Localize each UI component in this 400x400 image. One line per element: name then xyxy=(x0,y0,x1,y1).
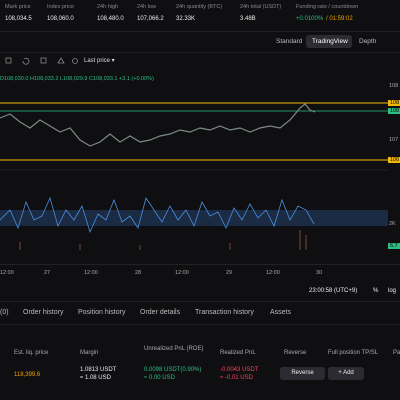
stat-label: Funding rate / countdown xyxy=(296,4,359,10)
column-header: Margin xyxy=(80,350,99,356)
margin-usd: ≈ 1.08 USD xyxy=(80,375,111,381)
percent-toggle[interactable]: % xyxy=(373,288,379,294)
indicator-line xyxy=(0,196,315,234)
liq-price: 118,399.6 xyxy=(14,372,41,378)
unrealized-usd: ≈ 0.00 USD xyxy=(144,375,175,381)
divider xyxy=(0,52,400,53)
time-label: 12:00 xyxy=(84,270,98,276)
ohlc-item: +3.1 (+0.00%) xyxy=(119,76,154,82)
stat-label: 24h quantity (BTC) xyxy=(176,4,223,10)
ohlc-item: H108,033.2 xyxy=(29,76,59,82)
column-header: Reverse xyxy=(284,350,307,356)
icon[interactable] xyxy=(22,57,30,65)
margin: 1.0813 USDT xyxy=(80,367,117,373)
axis-tag: 108 xyxy=(388,108,400,114)
clock: 23:00:58 (UTC+9) xyxy=(309,288,358,294)
time-label: 30 xyxy=(316,270,323,276)
ohlc-item: C108,033.1 xyxy=(89,76,118,82)
ohlc-item: D108,030.0 xyxy=(0,76,29,82)
column-header: Est. liq. price xyxy=(14,350,49,356)
icon[interactable] xyxy=(40,57,47,64)
add-button[interactable]: + Add xyxy=(328,367,364,380)
axis-label: 2K xyxy=(389,221,396,227)
divider xyxy=(0,301,400,302)
view-tab[interactable]: TradingView xyxy=(312,38,348,45)
stat-value: 3.48B xyxy=(240,16,256,22)
reverse-button[interactable]: Reverse xyxy=(280,367,325,380)
stat-value: 108,060.0 xyxy=(47,16,74,22)
toolbar-icons xyxy=(5,57,78,65)
stat-value: 108,480.0 xyxy=(97,16,124,22)
bottom-tab[interactable]: Transaction history xyxy=(195,309,254,316)
ohlc: D108,030.0 H108,033.2 L108,029.9 C108,03… xyxy=(0,76,154,82)
column-header: Realized PnL xyxy=(220,350,256,356)
column-header: Full position TP/SL xyxy=(328,350,379,356)
bottom-tab[interactable]: Order details xyxy=(140,309,181,316)
volume-bars xyxy=(19,230,307,250)
time-label: 12:00 xyxy=(0,270,14,276)
tab-highlight xyxy=(306,35,352,48)
price-path xyxy=(0,103,316,147)
stat-label: Index price xyxy=(47,4,74,10)
stat-value: 107,066.2 xyxy=(137,16,164,22)
stat-label: 24h low xyxy=(137,4,156,10)
stat-label: 24h total (USDT) xyxy=(240,4,282,10)
axis-tag: 6.7 xyxy=(388,243,400,249)
countdown: / 01:59:02 xyxy=(326,16,353,22)
time-label: 12:00 xyxy=(266,270,280,276)
column-header: Unrealized PnL (ROE) xyxy=(144,346,204,352)
bottom-tab[interactable]: Position history xyxy=(78,309,126,316)
bottom-tab[interactable]: Assets xyxy=(270,309,292,316)
bottom-tab[interactable]: (0) xyxy=(0,309,9,316)
funding-rate: +0.0100% xyxy=(296,16,324,22)
divider xyxy=(0,31,400,32)
stat-label: Mark price xyxy=(5,4,31,10)
stat-value: 32.33K xyxy=(176,16,196,22)
view-tab[interactable]: Standard xyxy=(276,38,303,45)
divider xyxy=(0,324,400,325)
axis-tag: 106 xyxy=(388,157,400,163)
axis-label: 108 xyxy=(389,83,399,89)
time-label: 29 xyxy=(226,270,233,276)
realized-usd: ≈ -0.01 USD xyxy=(220,375,253,381)
stat-value: 108,034.5 xyxy=(5,16,32,22)
time-label: 27 xyxy=(44,270,51,276)
ohlc-item: L108,029.9 xyxy=(59,76,88,82)
unrealized: 0.0098 USDT(0.90%) xyxy=(144,367,202,373)
stat-label: 24h high xyxy=(97,4,119,10)
time-label: 28 xyxy=(135,270,142,276)
price-type-label: Last price xyxy=(84,58,111,64)
indicator-band xyxy=(0,210,388,226)
icon[interactable] xyxy=(5,57,12,64)
bottom-tab[interactable]: Order history xyxy=(23,309,64,316)
log-toggle[interactable]: log xyxy=(388,288,397,294)
axis-tag: 108 xyxy=(388,100,400,106)
chart-area xyxy=(0,102,388,250)
view-tab[interactable]: Depth xyxy=(359,38,377,45)
divider xyxy=(0,264,400,265)
time-label: 12:00 xyxy=(175,270,189,276)
column-header: Pa xyxy=(393,350,400,356)
realized: -0.0043 USDT xyxy=(220,367,259,373)
axis-label: 107 xyxy=(389,137,399,143)
price-type[interactable]: Last price ▾ xyxy=(84,58,115,64)
icon[interactable] xyxy=(57,57,65,64)
icon[interactable] xyxy=(72,58,78,64)
